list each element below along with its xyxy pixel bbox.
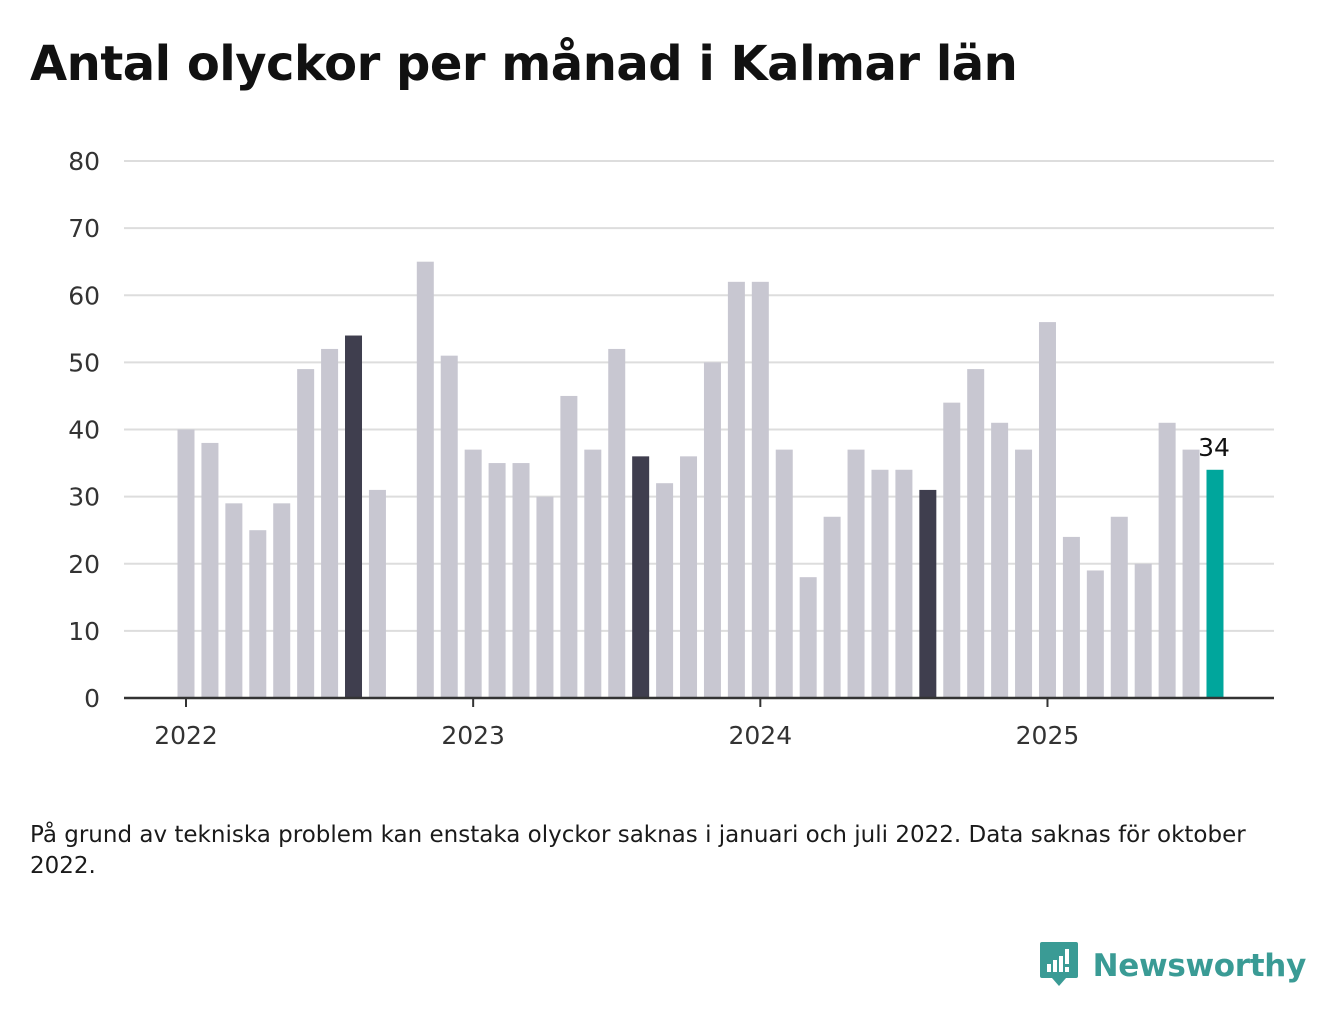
data-label: 34 xyxy=(1198,433,1230,462)
bar-2023-10 xyxy=(680,456,698,698)
bar-2025-05 xyxy=(1134,563,1152,698)
y-tick-label: 10 xyxy=(68,617,100,646)
newsworthy-logo[interactable]: Newsworthy xyxy=(1039,940,1306,992)
bar-2022-07 xyxy=(321,348,339,698)
brand-name: Newsworthy xyxy=(1092,948,1307,984)
bar-2023-06 xyxy=(584,449,602,698)
y-tick-label: 60 xyxy=(68,281,100,310)
x-tick-label: 2023 xyxy=(441,721,505,750)
bar-2023-01 xyxy=(464,449,482,698)
y-tick-label: 70 xyxy=(68,214,100,243)
bar-2022-09 xyxy=(368,489,386,698)
bar-2024-04 xyxy=(823,516,841,698)
bar-2025-07 xyxy=(1182,449,1200,698)
bar-2023-12 xyxy=(727,281,745,698)
y-tick-label: 40 xyxy=(68,416,100,445)
y-tick-label: 0 xyxy=(84,684,100,713)
bar-chart: 0 10 20 30 40 50 60 70 80 2022 2023 2024 2025 34 xyxy=(68,147,1274,750)
bar-2024-06 xyxy=(871,469,889,698)
bar-2022-02 xyxy=(201,442,219,698)
bar-2024-03 xyxy=(799,577,817,698)
bar-2023-02 xyxy=(488,463,506,698)
bar-2022-04 xyxy=(249,530,267,698)
bar-2023-07 xyxy=(608,348,626,698)
y-tick-label: 20 xyxy=(68,550,100,579)
y-axis-ticks: 0 10 20 30 40 50 60 70 80 xyxy=(68,147,100,713)
bar-2023-09 xyxy=(656,483,674,698)
bar-2023-05 xyxy=(560,395,578,698)
bar-2024-12 xyxy=(1015,449,1033,698)
y-tick-label: 30 xyxy=(68,483,100,512)
bar-2024-09 xyxy=(943,402,961,698)
bar-2023-04 xyxy=(536,496,554,698)
chart-title: Antal olyckor per månad i Kalmar län xyxy=(30,36,1018,92)
bar-2023-03 xyxy=(512,463,530,698)
footnote: På grund av tekniska problem kan enstaka… xyxy=(30,822,1246,879)
x-tick-label: 2022 xyxy=(154,721,218,750)
bar-2024-05 xyxy=(847,449,865,698)
bar-2024-08 xyxy=(919,489,937,698)
y-tick-label: 50 xyxy=(68,348,100,377)
bar-2025-08 xyxy=(1206,469,1224,698)
bar-2022-08 xyxy=(345,335,363,698)
bar-2024-07 xyxy=(895,469,913,698)
bar-2025-04 xyxy=(1110,516,1128,698)
bar-2022-01 xyxy=(177,429,195,698)
bar-2023-11 xyxy=(703,362,721,698)
bar-chart-speech-bubble-icon xyxy=(1039,940,1079,992)
data-labels: 34 xyxy=(1198,433,1230,462)
bar-2023-08 xyxy=(632,456,650,698)
bar-2024-10 xyxy=(967,369,985,698)
gridlines xyxy=(124,160,1274,632)
bar-2025-02 xyxy=(1062,536,1080,698)
bar-2022-03 xyxy=(225,503,243,698)
bar-2024-02 xyxy=(775,449,793,698)
bar-2022-05 xyxy=(273,503,291,698)
bar-2022-11 xyxy=(416,261,434,698)
bar-2025-03 xyxy=(1086,570,1104,698)
bar-2024-11 xyxy=(991,422,1009,698)
bar-2025-01 xyxy=(1038,322,1056,698)
bar-2022-12 xyxy=(440,355,458,698)
x-tick-label: 2025 xyxy=(1016,721,1080,750)
y-tick-label: 80 xyxy=(68,147,100,176)
bars xyxy=(177,261,1224,698)
bar-2022-06 xyxy=(297,369,315,698)
x-axis-ticks: 2022 2023 2024 2025 xyxy=(154,698,1079,750)
x-tick-label: 2024 xyxy=(729,721,793,750)
bar-2025-06 xyxy=(1158,422,1176,698)
bar-2024-01 xyxy=(751,281,769,698)
